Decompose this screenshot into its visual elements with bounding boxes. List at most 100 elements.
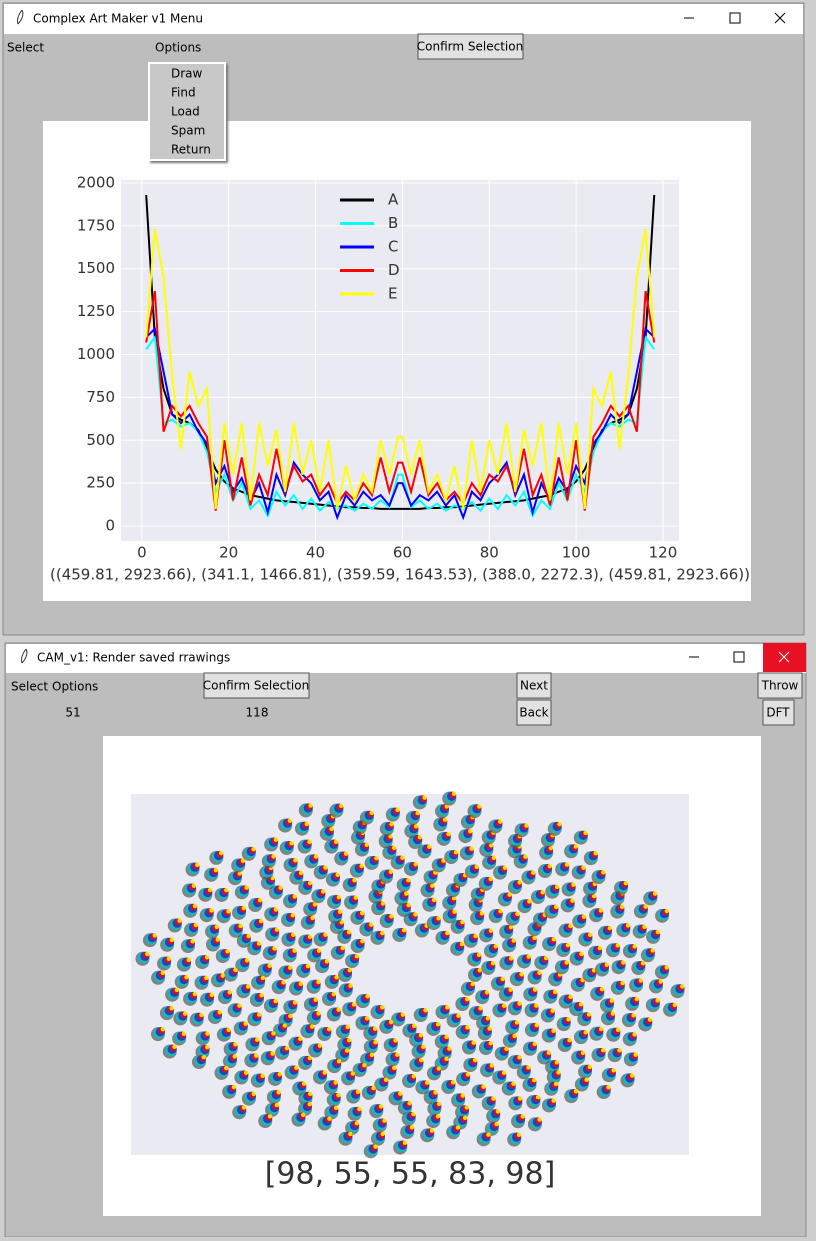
art-dot xyxy=(373,1039,378,1045)
art-dot xyxy=(413,861,418,867)
art-dot xyxy=(333,1080,338,1085)
art-dot xyxy=(598,1026,604,1032)
art-dot xyxy=(291,932,296,938)
art-dot xyxy=(625,923,631,928)
art-dot xyxy=(244,885,249,890)
art-dot xyxy=(534,1023,539,1028)
art-dot xyxy=(532,1041,537,1047)
art-dot xyxy=(309,1024,315,1029)
art-dot xyxy=(186,957,191,963)
art-dot xyxy=(655,998,660,1003)
dropdown-item[interactable]: Spam xyxy=(171,124,205,138)
maximize-button[interactable] xyxy=(729,12,741,24)
art-dot xyxy=(177,918,182,923)
menu-item[interactable]: Select xyxy=(11,680,48,694)
art-dot xyxy=(517,1001,522,1006)
art-dot xyxy=(642,924,647,929)
art-dot xyxy=(288,1013,293,1019)
art-dot xyxy=(640,961,646,966)
y-tick-label: 1000 xyxy=(77,345,115,363)
menu-item[interactable]: Options xyxy=(52,680,98,694)
caption: [98, 55, 55, 83, 98] xyxy=(265,1157,556,1192)
art-dot xyxy=(526,954,531,959)
menu-item[interactable]: Select xyxy=(7,41,44,55)
art-dot xyxy=(537,1117,542,1122)
art-dot xyxy=(464,1105,470,1110)
button[interactable] xyxy=(203,672,310,699)
art-dot xyxy=(224,1065,229,1071)
button-label[interactable]: DFT xyxy=(766,706,790,720)
art-dot xyxy=(415,810,420,816)
art-dot xyxy=(460,919,465,925)
art-dot xyxy=(604,962,609,967)
button[interactable] xyxy=(762,699,795,726)
art-dot xyxy=(304,821,309,827)
art-dot xyxy=(615,943,620,948)
art-dot xyxy=(535,1094,541,1100)
button-label[interactable]: Next xyxy=(520,679,548,693)
close-button[interactable] xyxy=(774,12,786,24)
art-dot xyxy=(532,1077,537,1083)
dropdown-item[interactable]: Load xyxy=(171,105,200,119)
x-tick-label: 120 xyxy=(649,544,678,562)
art-dot xyxy=(195,862,200,868)
button[interactable] xyxy=(417,33,524,60)
art-dot xyxy=(540,890,545,895)
art-dot xyxy=(336,894,342,900)
line-series xyxy=(145,229,656,510)
art-dot xyxy=(320,889,326,894)
art-dot xyxy=(436,1101,442,1107)
art-dot xyxy=(214,924,220,930)
art-dot xyxy=(485,1016,491,1021)
art-dot xyxy=(553,1081,559,1087)
dropdown-item[interactable]: Draw xyxy=(171,67,203,81)
art-dot xyxy=(181,1031,187,1036)
art-dot xyxy=(552,989,558,995)
art-dot xyxy=(470,981,475,987)
art-dot xyxy=(550,1008,555,1013)
art-dot xyxy=(354,1120,360,1126)
field-value: 51 xyxy=(65,706,80,720)
art-dot xyxy=(409,1125,415,1130)
art-dot xyxy=(453,850,459,855)
maximize-button[interactable] xyxy=(733,651,745,663)
art-dot xyxy=(338,803,344,809)
button[interactable] xyxy=(757,672,803,699)
button[interactable] xyxy=(516,699,552,726)
art-dot xyxy=(455,1125,461,1130)
art-dot xyxy=(360,938,365,944)
art-dot xyxy=(491,1096,496,1101)
y-tick-label: 250 xyxy=(86,474,115,492)
dropdown-item[interactable]: Return xyxy=(171,143,211,157)
art-dot xyxy=(548,845,554,851)
button-label[interactable]: Confirm Selection xyxy=(203,679,309,693)
menu-item[interactable]: Options xyxy=(155,41,201,55)
art-dot xyxy=(568,923,573,929)
art-dot xyxy=(292,1000,298,1005)
art-dot xyxy=(169,937,175,943)
art-dot xyxy=(190,939,195,944)
art-dot xyxy=(553,904,559,910)
button[interactable] xyxy=(516,672,552,699)
art-dot xyxy=(369,1052,375,1058)
art-dot xyxy=(573,1089,579,1094)
dropdown-item[interactable]: Find xyxy=(171,86,196,100)
art-dot xyxy=(336,1059,342,1064)
art-dot xyxy=(345,1024,350,1030)
art-dot xyxy=(267,963,272,969)
art-dot xyxy=(359,910,365,916)
art-dot xyxy=(398,1091,403,1096)
button-label[interactable]: Confirm Selection xyxy=(417,40,523,54)
art-dot xyxy=(514,1020,520,1025)
art-dot xyxy=(557,821,562,827)
art-dot xyxy=(172,1044,177,1049)
art-dot xyxy=(184,974,189,980)
button-label[interactable]: Throw xyxy=(761,679,799,693)
art-dot xyxy=(610,1011,615,1016)
art-dot xyxy=(240,858,246,863)
art-dot xyxy=(411,1111,416,1117)
art-dot xyxy=(611,1068,616,1073)
button-label[interactable]: Back xyxy=(519,706,548,720)
art-dot xyxy=(308,1091,313,1097)
